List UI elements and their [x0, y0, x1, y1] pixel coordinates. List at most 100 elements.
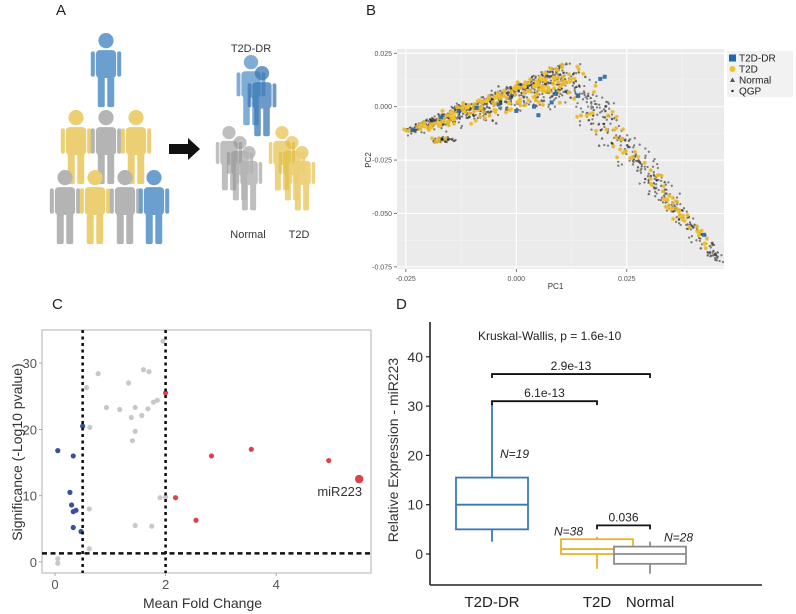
- normal-point: [585, 111, 589, 115]
- t2d-point: [452, 121, 457, 126]
- t2d-point: [610, 109, 615, 114]
- qgp-point: [619, 144, 622, 147]
- t2d-point: [606, 113, 611, 118]
- qgp-point: [528, 84, 531, 87]
- qgp-point: [592, 122, 595, 125]
- person-arm: [272, 83, 277, 108]
- t2d-point: [479, 106, 484, 111]
- bracket-line: [491, 373, 651, 379]
- qgp-point: [648, 190, 651, 193]
- t2d-point: [467, 111, 472, 116]
- t2d-point: [415, 124, 420, 129]
- t2d-point: [441, 119, 446, 124]
- volcano-point: [73, 507, 79, 513]
- t2d-point: [533, 93, 538, 98]
- qgp-point: [461, 115, 464, 118]
- person-leg: [250, 182, 257, 211]
- volcano-point: [326, 457, 332, 464]
- qgp-point: [457, 121, 461, 124]
- t2d-dr-point: [598, 76, 603, 81]
- legend-key-qgp: [731, 89, 734, 93]
- qgp-point: [577, 84, 581, 87]
- qgp-point: [585, 97, 589, 100]
- qgp-point: [695, 239, 698, 242]
- qgp-point: [496, 113, 500, 117]
- volcano-point: [193, 517, 199, 523]
- person-torso: [240, 160, 258, 186]
- x-tick-label: 0.000: [508, 276, 526, 283]
- person-arm: [268, 141, 273, 164]
- person-leg: [97, 75, 105, 108]
- t2d-point: [696, 233, 702, 238]
- t2d-point: [480, 99, 485, 104]
- person-icon-t2d-dr: [138, 170, 170, 245]
- normal-point: [693, 223, 697, 226]
- t2d-point: [536, 82, 541, 87]
- qgp-point: [615, 119, 618, 122]
- qgp-point: [597, 123, 600, 126]
- person-icon-normal: [109, 170, 141, 245]
- comparison-bracket: 6.1e-13: [491, 386, 598, 406]
- x-category-label: T2D-DR: [465, 594, 520, 611]
- normal-point: [547, 75, 551, 79]
- volcano-point: [132, 428, 138, 434]
- normal-point: [589, 122, 593, 125]
- qgp-point: [451, 137, 454, 141]
- t2d-point: [462, 109, 468, 115]
- t2d-point: [559, 62, 565, 67]
- qgp-point: [677, 222, 681, 225]
- qgp-point: [659, 199, 663, 202]
- t2d-point: [671, 216, 676, 221]
- qgp-point: [598, 103, 601, 106]
- volcano-point: [129, 438, 136, 444]
- t2d-dr-point: [456, 108, 461, 113]
- qgp-point: [633, 137, 636, 140]
- qgp-point: [433, 115, 436, 118]
- qgp-point: [499, 89, 502, 93]
- qgp-point: [557, 95, 561, 98]
- qgp-point: [585, 100, 588, 104]
- normal-point: [635, 168, 639, 172]
- normal-point: [540, 98, 544, 102]
- t2d-point: [560, 78, 565, 83]
- qgp-point: [525, 96, 529, 99]
- x-tick-label: 2: [162, 577, 169, 592]
- qgp-point: [601, 96, 604, 99]
- qgp-point: [568, 62, 571, 65]
- qgp-point: [677, 218, 681, 221]
- qgp-point: [638, 143, 641, 146]
- comparison-bracket: 0.036: [596, 510, 651, 530]
- person-head: [57, 170, 73, 186]
- panel-d-letter: D: [396, 296, 407, 313]
- t2d-point: [475, 98, 480, 103]
- t2d-point: [593, 128, 599, 133]
- t2d-point: [418, 126, 423, 131]
- qgp-point: [653, 177, 656, 181]
- t2d-point: [487, 113, 492, 118]
- normal-point: [716, 250, 720, 254]
- t2d-point: [670, 195, 675, 200]
- qgp-point: [610, 113, 614, 116]
- qgp-point: [716, 256, 719, 260]
- person-arm: [288, 161, 293, 184]
- person-leg: [137, 152, 145, 185]
- qgp-point: [644, 156, 647, 160]
- qgp-point: [526, 85, 529, 89]
- qgp-point: [547, 103, 551, 106]
- t2d-point: [618, 147, 623, 152]
- qgp-point: [505, 106, 508, 109]
- t2d-point: [633, 149, 638, 154]
- normal-point: [662, 194, 666, 197]
- qgp-point: [561, 69, 564, 72]
- y-tick-label: 30: [23, 356, 37, 371]
- person-head: [295, 146, 309, 160]
- t2d-point: [526, 98, 531, 103]
- normal-point: [627, 139, 631, 142]
- volcano-point: [163, 390, 169, 396]
- qgp-point: [522, 99, 525, 103]
- t2d-point: [650, 183, 655, 188]
- qgp-point: [640, 167, 643, 170]
- qgp-point: [631, 163, 635, 166]
- person-torso: [84, 187, 106, 215]
